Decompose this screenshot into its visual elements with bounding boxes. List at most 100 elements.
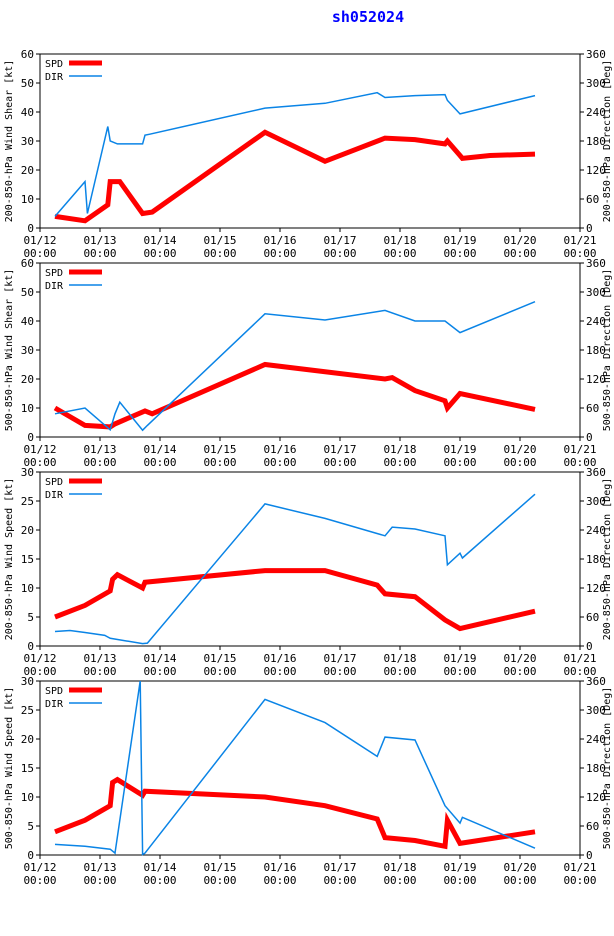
x-tick-time: 00:00: [503, 665, 536, 678]
legend-dir-label: DIR: [45, 490, 64, 501]
y-left-tick-label: 10: [21, 193, 34, 206]
x-tick-time: 00:00: [263, 665, 296, 678]
y-right-tick-label: 240: [586, 733, 606, 746]
y-right-tick-label: 120: [586, 791, 606, 804]
x-tick-date: 01/18: [383, 443, 416, 456]
y-left-tick-label: 50: [21, 286, 34, 299]
legend-spd-label: SPD: [45, 59, 63, 70]
x-tick-date: 01/19: [443, 234, 476, 247]
x-tick-time: 00:00: [443, 247, 476, 260]
y-right-tick-label: 300: [586, 77, 606, 90]
x-tick-time: 00:00: [203, 665, 236, 678]
y-left-axis-label: 500-850-hPa Wind Shear [kt]: [4, 269, 15, 432]
y-left-tick-label: 40: [21, 106, 34, 119]
x-tick-date: 01/17: [323, 652, 356, 665]
x-tick-time: 00:00: [323, 456, 356, 469]
plot-frame: [39, 53, 581, 229]
y-left-tick-label: 30: [21, 135, 34, 148]
spd-series-line: [53, 361, 536, 430]
x-tick-date: 01/16: [263, 443, 296, 456]
y-right-tick-label: 60: [586, 402, 599, 415]
x-tick-date: 01/13: [83, 443, 116, 456]
y-left-tick-label: 0: [27, 431, 34, 444]
y-right-tick-label: 0: [586, 222, 593, 235]
y-left-axis-label: 200-850-hPa Wind Shear [kt]: [4, 60, 15, 223]
x-tick-time: 00:00: [143, 247, 176, 260]
x-tick-date: 01/14: [143, 861, 176, 874]
y-left-tick-label: 20: [21, 733, 34, 746]
x-tick-date: 01/14: [143, 443, 176, 456]
y-right-tick-label: 180: [586, 135, 606, 148]
y-left-tick-label: 25: [21, 495, 34, 508]
x-tick-time: 00:00: [383, 456, 416, 469]
x-tick-time: 00:00: [263, 247, 296, 260]
y-left-tick-label: 20: [21, 164, 34, 177]
y-left-tick-label: 5: [27, 820, 34, 833]
x-tick-date: 01/19: [443, 861, 476, 874]
x-tick-date: 01/21: [563, 652, 596, 665]
x-tick-date: 01/20: [503, 234, 536, 247]
y-right-axis-label: 500-850-hPa Direction [Deg]: [602, 269, 613, 432]
chart-panel-2: 010203040506006012018024030036001/1200:0…: [4, 257, 613, 469]
y-left-tick-label: 10: [21, 791, 34, 804]
x-tick-time: 00:00: [203, 456, 236, 469]
legend-spd-label: SPD: [45, 268, 63, 279]
y-left-tick-label: 25: [21, 704, 34, 717]
y-left-tick-label: 30: [21, 344, 34, 357]
x-tick-time: 00:00: [203, 874, 236, 887]
x-tick-time: 00:00: [23, 665, 56, 678]
x-tick-time: 00:00: [563, 874, 596, 887]
x-tick-date: 01/14: [143, 234, 176, 247]
x-tick-time: 00:00: [323, 665, 356, 678]
y-left-tick-label: 0: [27, 640, 34, 653]
y-right-tick-label: 360: [586, 48, 606, 61]
chart-panel-4: 05101520253006012018024030036001/1200:00…: [4, 675, 613, 887]
y-right-axis-label: 200-850-hPa Direction [Deg]: [602, 478, 613, 641]
y-right-tick-label: 300: [586, 704, 606, 717]
x-tick-date: 01/18: [383, 234, 416, 247]
x-tick-date: 01/17: [323, 234, 356, 247]
y-left-axis-label: 200-850-hPa Wind Speed [kt]: [4, 478, 15, 641]
y-right-tick-label: 0: [586, 849, 593, 862]
chart-panel-3: 05101520253006012018024030036001/1200:00…: [4, 466, 613, 678]
x-tick-date: 01/18: [383, 652, 416, 665]
legend-dir-label: DIR: [45, 699, 64, 710]
y-left-tick-label: 60: [21, 257, 34, 270]
y-right-tick-label: 60: [586, 820, 599, 833]
dir-series-line: [54, 301, 536, 432]
x-tick-time: 00:00: [263, 456, 296, 469]
x-tick-date: 01/17: [323, 443, 356, 456]
y-right-tick-label: 180: [586, 553, 606, 566]
plot-frame: [39, 680, 581, 856]
y-left-tick-label: 30: [21, 466, 34, 479]
x-tick-date: 01/16: [263, 861, 296, 874]
x-tick-date: 01/21: [563, 443, 596, 456]
x-tick-date: 01/15: [203, 443, 236, 456]
y-right-tick-label: 360: [586, 257, 606, 270]
y-left-tick-label: 10: [21, 582, 34, 595]
dir-series-line: [54, 680, 536, 856]
x-tick-date: 01/14: [143, 652, 176, 665]
x-tick-date: 01/13: [83, 234, 116, 247]
x-tick-date: 01/19: [443, 443, 476, 456]
x-tick-date: 01/12: [23, 861, 56, 874]
x-tick-date: 01/20: [503, 652, 536, 665]
x-tick-date: 01/13: [83, 652, 116, 665]
y-left-tick-label: 0: [27, 849, 34, 862]
x-tick-time: 00:00: [83, 456, 116, 469]
y-right-tick-label: 0: [586, 640, 593, 653]
y-left-tick-label: 20: [21, 373, 34, 386]
x-tick-date: 01/15: [203, 861, 236, 874]
x-tick-time: 00:00: [323, 874, 356, 887]
x-tick-date: 01/18: [383, 861, 416, 874]
y-right-tick-label: 60: [586, 611, 599, 624]
x-tick-time: 00:00: [203, 247, 236, 260]
x-tick-time: 00:00: [563, 247, 596, 260]
x-tick-date: 01/21: [563, 234, 596, 247]
x-tick-time: 00:00: [383, 874, 416, 887]
x-tick-time: 00:00: [443, 665, 476, 678]
x-tick-date: 01/21: [563, 861, 596, 874]
y-right-axis-label: 200-850-hPa Direction [Deg]: [602, 60, 613, 223]
legend-spd-label: SPD: [45, 477, 63, 488]
